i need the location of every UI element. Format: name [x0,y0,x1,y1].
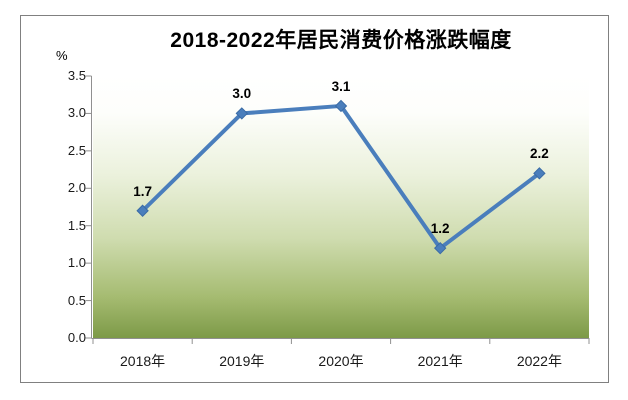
y-tick-label: 0.5 [67,292,86,308]
data-label: 2.2 [530,146,549,162]
x-axis-label: 2020年 [318,353,364,369]
data-point-marker [433,241,447,255]
chart-title: 2018-2022年居民消费价格涨跌幅度 [170,29,512,52]
y-tick-label: 2.5 [67,142,86,158]
y-tick-label: 1.5 [67,217,86,233]
y-axis-unit-label: % [56,48,68,63]
x-axis-label: 2018年 [120,353,166,369]
x-axis-label: 2021年 [417,353,463,369]
data-label: 3.0 [232,86,252,102]
data-label: 1.7 [133,183,152,199]
y-tick-label: 3.5 [67,68,86,83]
data-point-marker [334,99,348,113]
data-point-marker [235,107,249,120]
y-tick-label: 0.0 [67,330,86,345]
y-tick-label: 2.0 [67,180,86,196]
y-tick-label: 3.0 [67,105,86,121]
data-label: 3.1 [331,78,351,94]
x-axis-label: 2019年 [219,353,265,369]
x-axis-label: 2022年 [516,353,562,369]
y-tick-label: 1.0 [67,255,86,271]
data-label: 1.2 [430,221,450,237]
data-point-marker [533,167,546,180]
plot-area [93,76,589,338]
data-point-marker [136,204,149,217]
